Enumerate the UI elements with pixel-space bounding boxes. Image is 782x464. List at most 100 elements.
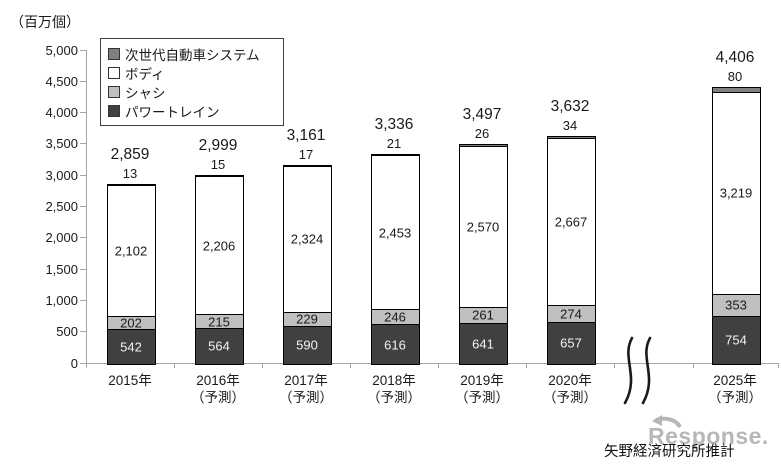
top-segment-value-label: 21 <box>386 136 402 152</box>
bar-segment-body: 2,570 <box>459 146 507 308</box>
segment-value-label-body: 2,102 <box>114 243 148 259</box>
segment-value-label-chassis: 215 <box>208 314 230 329</box>
bar-segment-chassis: 215 <box>195 314 243 329</box>
y-axis-tick-label: 3,000 <box>45 167 78 183</box>
bar-2018年: 2,453 246 616 <box>370 154 420 365</box>
total-value-label: 3,161 <box>286 127 326 145</box>
bar-segment-chassis: 202 <box>107 317 155 331</box>
x-axis-tick <box>173 363 175 368</box>
top-segment-value-label: 80 <box>727 69 743 85</box>
bar-segment-powertrain: 616 <box>371 325 419 364</box>
top-segment-value-label: 26 <box>474 126 490 142</box>
x-axis-tick <box>85 363 87 368</box>
segment-value-label-powertrain: 754 <box>725 332 747 348</box>
y-axis-tick-label: 1,500 <box>45 261 78 277</box>
segment-value-label-chassis: 274 <box>560 306 582 322</box>
segment-value-label-chassis: 353 <box>725 297 747 313</box>
segment-value-label-powertrain: 590 <box>296 337 318 353</box>
y-axis-tick <box>80 268 86 270</box>
bar-segment-next-gen-system <box>459 145 507 147</box>
y-axis-tick <box>80 362 86 364</box>
y-axis-unit-label: （百万個） <box>10 14 80 30</box>
segment-value-label-powertrain: 657 <box>560 335 582 351</box>
x-axis-label-note: （予測） <box>708 390 762 405</box>
legend-swatch-body <box>108 66 120 79</box>
bar-2017年: 2,324 229 590 <box>282 165 332 365</box>
x-axis-tick <box>525 363 527 368</box>
x-axis-label-year: 2025年 <box>713 373 757 388</box>
watermark-arrow-icon <box>652 415 682 429</box>
y-axis-tick-label: 5,000 <box>45 42 78 58</box>
legend-swatch-next-gen-system <box>108 47 120 60</box>
y-axis-tick-label: 3,500 <box>45 136 78 152</box>
bar-segment-body: 2,667 <box>547 138 595 306</box>
bar-segment-next-gen-system <box>195 176 243 178</box>
top-segment-value-label: 13 <box>122 166 138 182</box>
y-axis-tick <box>80 49 86 51</box>
x-axis-label: 2015年 <box>75 372 185 389</box>
bar-segment-body: 2,453 <box>371 156 419 311</box>
bar-segment-next-gen-system <box>107 185 155 187</box>
legend-swatch-chassis <box>108 85 120 98</box>
watermark-logo: Response. <box>648 415 769 449</box>
segment-value-label-body: 2,324 <box>290 231 324 247</box>
bar-2025年: 3,219 353 754 <box>711 87 761 365</box>
top-segment-value-label: 17 <box>298 147 314 163</box>
y-axis-tick-label: 500 <box>56 324 78 340</box>
x-axis-label: 2018年 （予測） <box>339 372 449 406</box>
x-axis-label-year: 2019年 <box>460 373 504 388</box>
x-axis-label: 2020年 （予測） <box>515 372 625 406</box>
x-axis-label: 2017年 （予測） <box>251 372 361 406</box>
x-axis-tick <box>437 363 439 368</box>
segment-value-label-body: 2,570 <box>466 219 500 235</box>
x-axis-label: 2019年 （予測） <box>427 372 537 406</box>
legend-item-chassis: シャシ <box>108 82 276 101</box>
bar-segment-chassis: 261 <box>459 307 507 324</box>
y-axis-tick-label: 1,000 <box>45 292 78 308</box>
x-axis-label-note: （予測） <box>191 390 245 405</box>
top-segment-value-label: 15 <box>210 157 226 173</box>
y-axis-tick <box>80 331 86 333</box>
total-value-label: 4,406 <box>715 49 755 67</box>
total-value-label: 3,497 <box>462 106 502 124</box>
legend-box: 次世代自動車システム ボディシャシパワートレイン <box>100 38 284 126</box>
legend-label-next-gen-system: 次世代自動車システム <box>125 47 260 63</box>
segment-value-label-chassis: 246 <box>384 309 406 325</box>
bar-segment-chassis: 246 <box>371 309 419 326</box>
bar-segment-powertrain: 542 <box>107 330 155 364</box>
y-axis-tick <box>80 143 86 145</box>
legend-label-powertrain: パワートレイン <box>125 104 220 120</box>
segment-value-label-body: 3,219 <box>719 185 753 201</box>
total-value-label: 3,632 <box>550 97 590 115</box>
y-axis-tick-label: 4,000 <box>45 105 78 121</box>
segment-value-label-body: 2,453 <box>378 225 412 241</box>
y-axis-tick <box>80 237 86 239</box>
x-axis-label-year: 2015年 <box>108 373 152 388</box>
bar-2019年: 2,570 261 641 <box>458 144 508 365</box>
legend-label-chassis: シャシ <box>125 85 166 101</box>
legend-label-body: ボディ <box>125 66 165 82</box>
y-axis-tick <box>80 112 86 114</box>
x-axis-label-note: （予測） <box>279 390 333 405</box>
watermark-text: Response. <box>648 423 769 449</box>
bar-segment-body: 2,206 <box>195 177 243 316</box>
segment-value-label-body: 2,667 <box>554 214 588 230</box>
x-axis-tick <box>349 363 351 368</box>
x-axis-label-note: （予測） <box>367 390 421 405</box>
source-credit: 矢野経済研究所推計 <box>604 444 735 460</box>
bar-segment-powertrain: 657 <box>547 322 595 364</box>
x-axis-label: 2016年 （予測） <box>163 372 273 406</box>
top-segment-value-label: 34 <box>562 117 578 133</box>
segment-value-label-chassis: 229 <box>296 311 318 327</box>
x-axis-tick <box>692 363 694 368</box>
legend-item-body: ボディ <box>108 63 276 82</box>
segment-value-label-body: 2,206 <box>202 238 236 254</box>
total-value-label: 2,859 <box>110 146 150 164</box>
segment-value-label-powertrain: 542 <box>120 339 142 355</box>
legend-swatch-powertrain <box>108 104 120 117</box>
x-axis-label-year: 2017年 <box>284 373 328 388</box>
bar-segment-next-gen-system <box>547 136 595 139</box>
x-axis-label-year: 2020年 <box>548 373 592 388</box>
y-axis-tick-label: 2,500 <box>45 199 78 214</box>
bar-segment-powertrain: 754 <box>712 316 760 364</box>
